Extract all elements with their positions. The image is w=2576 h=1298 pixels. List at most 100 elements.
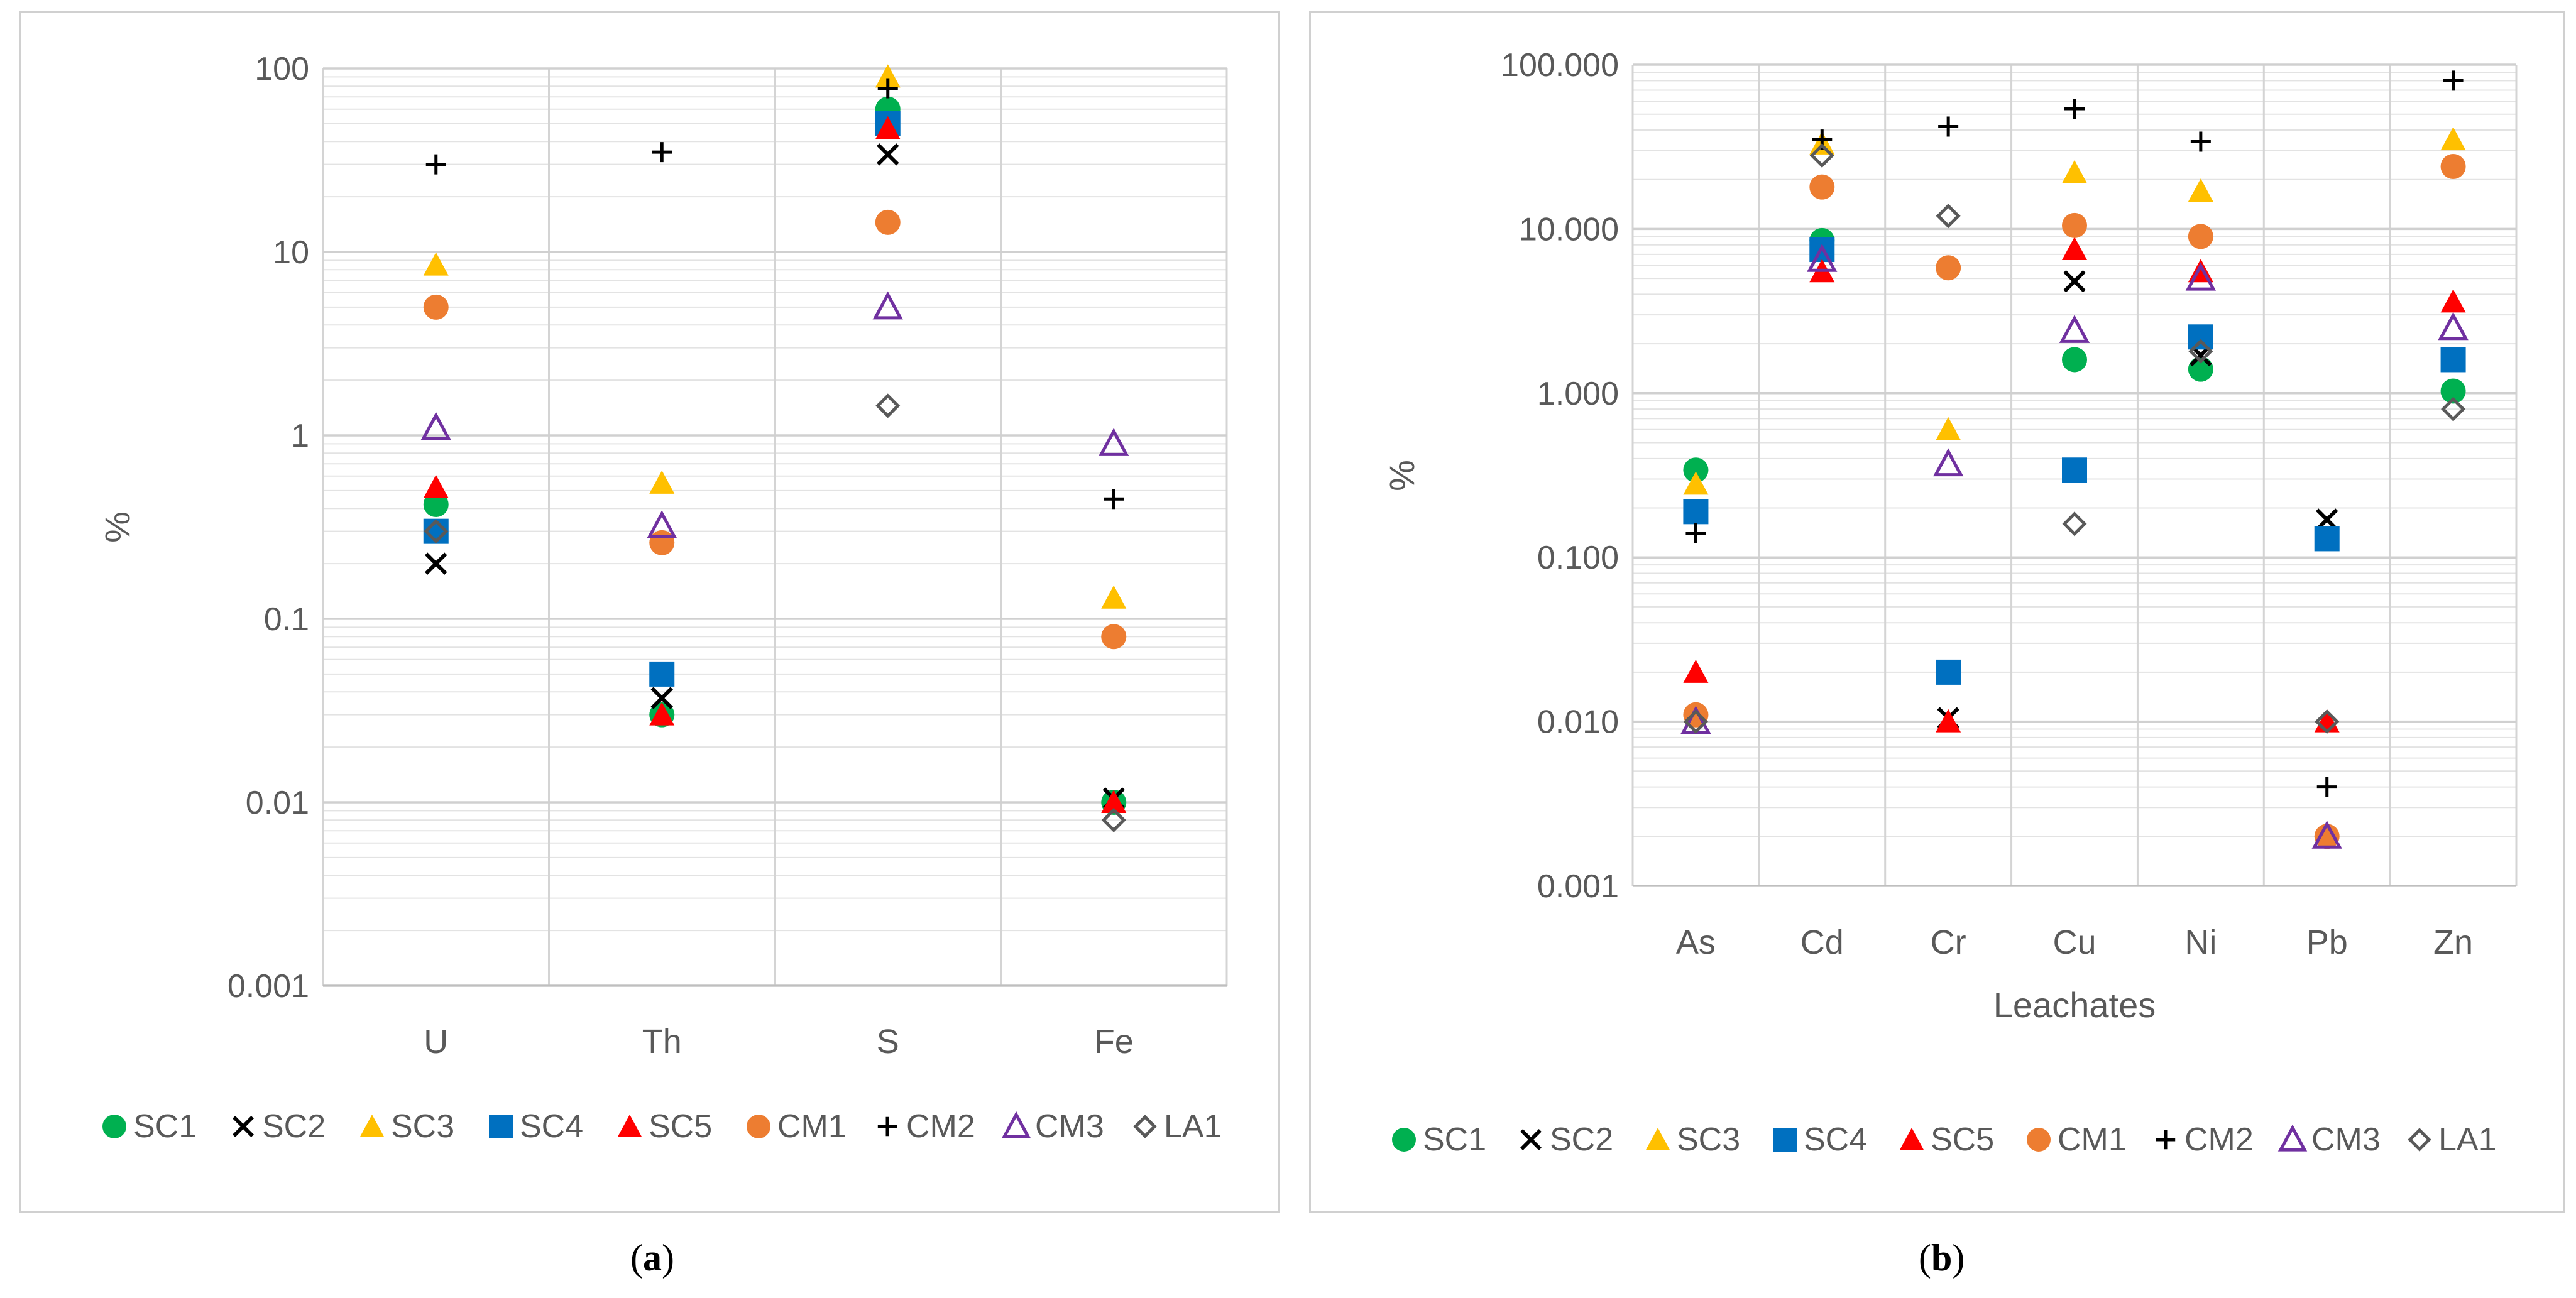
chart-b-point-sc5-ni: [2188, 259, 2213, 283]
chart-a-y-axis-title: %: [97, 511, 137, 543]
chart-a-point-sc2-th: [650, 687, 673, 709]
chart-b-point-cm3-cu: [2059, 315, 2090, 343]
chart-a-legend-marker-cm1: [747, 1115, 770, 1138]
chart-b-legend-marker-sc3: [1646, 1128, 1670, 1150]
chart-b-point-sc4-pb: [2314, 526, 2340, 552]
chart-b-point-cm3-cr: [1932, 448, 1964, 477]
chart-b-point-sc4-as: [1683, 499, 1709, 525]
chart-b-point-cm2-as: [1685, 523, 1706, 544]
chart-b-point-sc5-cr: [1936, 709, 1961, 733]
chart-a-legend-label-cm3: CM3: [1035, 1108, 1104, 1145]
chart-b-point-sc5-zn: [2440, 289, 2466, 313]
chart-b-point-sc5-cu: [2062, 237, 2087, 261]
panel-label-a: (a): [630, 1237, 674, 1279]
chart-b-y-tick-label: 100.000: [1501, 47, 1619, 84]
chart-b-legend-label-la1: LA1: [2438, 1121, 2497, 1158]
chart-a-legend-label-sc5: SC5: [649, 1108, 712, 1145]
chart-b-category-label: Pb: [2306, 924, 2348, 961]
chart-b-point-sc4-ni: [2188, 324, 2213, 350]
chart-a-point-sc5-th: [649, 702, 675, 726]
chart-a-y-tick-labels: 0.001 0.01 0.1 1 10 100: [227, 51, 309, 1005]
chart-b-legend-label-sc3: SC3: [1677, 1121, 1740, 1158]
chart-panel-a: 0.001 0.01 0.1 1 10 100 U Th S Fe% SC1 SC2 SC3 SC4 SC5…: [19, 11, 1280, 1213]
chart-b-legend-label-sc5: SC5: [1931, 1121, 1994, 1158]
chart-b-point-sc2-cu: [2063, 270, 2086, 293]
chart-a-point-cm1-fe: [1101, 624, 1127, 650]
chart-b-category-labels: As Cd Cr Cu Ni Pb Zn: [1676, 924, 2473, 961]
chart-b-point-sc1-as: [1683, 457, 1709, 483]
chart-b-point-la1-pb: [2315, 709, 2340, 734]
chart-b-legend: SC1 SC2 SC3 SC4 SC5 CM1 CM2 CM3 LA1: [1392, 1121, 2497, 1158]
chart-a-y-tick-label: 0.01: [246, 785, 309, 821]
chart-a-point-sc4-th: [649, 661, 675, 687]
chart-b-point-sc4-zn: [2440, 347, 2466, 373]
chart-b-category-label: Cu: [2053, 924, 2096, 961]
chart-panel-b: 0.001 0.010 0.100 1.000 10.000 100.000 As Cd Cr C…: [1309, 11, 2565, 1213]
chart-b-point-cm3-zn: [2438, 312, 2469, 341]
chart-b-point-sc4-cu: [2062, 457, 2087, 483]
chart-b-point-cm3-cd: [1807, 244, 1838, 272]
chart-b-point-la1-as: [1683, 709, 1708, 734]
chart-a-category-label: U: [424, 1023, 448, 1061]
chart-a-legend-marker-sc4: [489, 1115, 513, 1138]
chart-a-point-sc3-th: [649, 470, 675, 494]
chart-b-category-label: Zn: [2433, 924, 2473, 961]
chart-b-category-label: Ni: [2184, 924, 2217, 961]
chart-a-point-cm2-th: [652, 142, 672, 163]
chart-b-legend-marker-sc1: [1392, 1128, 1416, 1152]
chart-b-point-sc3-cr: [1936, 417, 1961, 440]
chart-a-legend-label-cm2: CM2: [906, 1108, 975, 1145]
chart-a-legend-label-sc2: SC2: [262, 1108, 326, 1145]
chart-b-point-sc3-cu: [2062, 160, 2087, 183]
chart-a-legend-label-sc1: SC1: [133, 1108, 197, 1145]
chart-a-legend-marker-sc5: [618, 1115, 642, 1137]
chart-b-point-cm3-pb: [2311, 821, 2342, 849]
chart-b-point-la1-zn: [2441, 396, 2466, 422]
chart-b-point-sc5-as: [1683, 659, 1709, 683]
chart-b-point-cm1-cr: [1936, 255, 1961, 281]
chart-a-legend: SC1 SC2 SC3 SC4 SC5 CM1 CM2 CM3 LA1: [102, 1108, 1222, 1145]
chart-b-legend-marker-sc5: [1900, 1128, 1924, 1150]
chart-a-point-la1-s: [875, 393, 901, 418]
chart-b-category-label: As: [1676, 924, 1716, 961]
chart-b-svg: 0.001 0.010 0.100 1.000 10.000 100.000 As Cd Cr C…: [1382, 47, 2518, 1158]
chart-a-legend-label-la1: LA1: [1164, 1108, 1222, 1145]
chart-a-legend-label-sc3: SC3: [391, 1108, 454, 1145]
chart-a-point-cm3-th: [647, 510, 677, 538]
chart-a-point-cm2-fe: [1104, 489, 1124, 510]
chart-a-legend-marker-la1: [1133, 1115, 1157, 1138]
chart-b-legend-label-cm1: CM1: [2058, 1121, 2127, 1158]
chart-b-point-sc3-ni: [2188, 178, 2213, 202]
chart-b-point-la1-cr: [1936, 204, 1961, 229]
chart-a-point-sc3-fe: [1101, 585, 1127, 609]
chart-b-legend-label-sc1: SC1: [1423, 1121, 1486, 1158]
chart-b-category-label: Cr: [1931, 924, 1966, 961]
chart-a-y-tick-label: 10: [273, 234, 309, 271]
chart-a-point-sc1-u: [423, 492, 449, 518]
chart-a-data-points: [420, 64, 1129, 832]
chart-b-legend-label-sc2: SC2: [1550, 1121, 1613, 1158]
chart-b-legend-marker-cm2: [2156, 1130, 2176, 1150]
chart-b-legend-label-cm2: CM2: [2184, 1121, 2254, 1158]
chart-b-y-tick-label: 10.000: [1519, 211, 1619, 248]
chart-a-point-cm1-s: [875, 209, 901, 235]
chart-a-category-label: Th: [642, 1023, 682, 1061]
chart-b-legend-marker-cm3: [2277, 1124, 2308, 1152]
chart-b-point-cm1-pb: [2314, 824, 2340, 849]
panel-label-b: (b): [1919, 1237, 1965, 1279]
chart-b-y-tick-label: 0.001: [1537, 868, 1619, 905]
chart-a-point-cm3-s: [872, 291, 903, 320]
chart-a-svg: 0.001 0.01 0.1 1 10 100 U Th S Fe% SC1 SC2 SC3 SC4 SC5…: [97, 51, 1228, 1145]
chart-a-point-cm1-u: [423, 294, 449, 320]
chart-b-legend-marker-la1: [2408, 1128, 2431, 1152]
chart-a-category-label: S: [877, 1023, 899, 1061]
chart-b-point-cm2-zn: [2443, 70, 2464, 91]
chart-a-point-sc2-s: [877, 143, 899, 166]
chart-b-point-sc2-pb: [2315, 508, 2338, 531]
chart-a-point-sc3-u: [423, 252, 449, 276]
chart-a-legend-marker-sc1: [102, 1115, 126, 1138]
chart-a-point-la1-u: [424, 519, 449, 544]
chart-a-point-cm2-u: [425, 154, 446, 175]
chart-b-legend-marker-sc2: [1520, 1129, 1542, 1150]
chart-a-y-tick-label: 100: [255, 51, 309, 87]
